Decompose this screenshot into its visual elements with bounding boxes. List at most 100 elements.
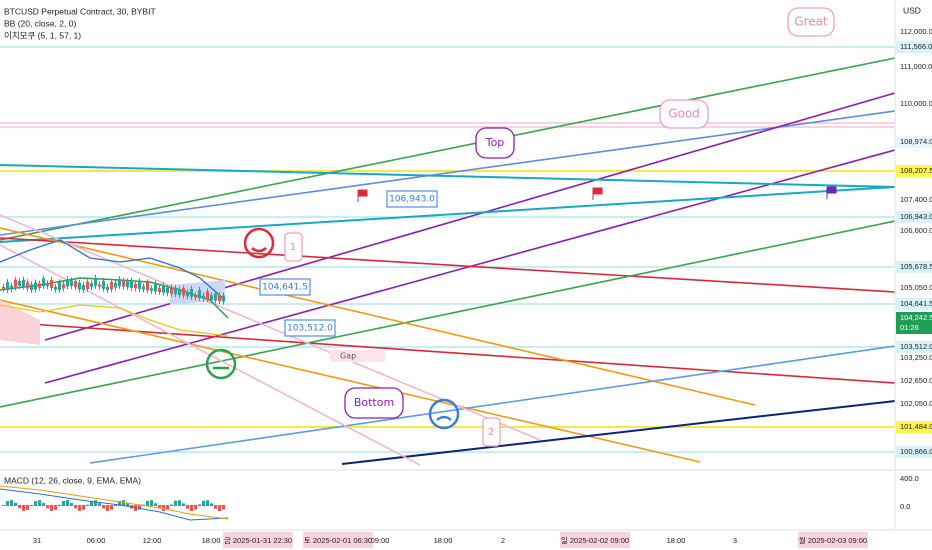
macd-bar	[102, 505, 105, 509]
price-label: 106,943.0	[900, 212, 932, 221]
time-label: 18:00	[667, 536, 686, 545]
bb-lower	[0, 304, 229, 337]
candle	[10, 285, 13, 290]
price-label: 111,000.0	[900, 62, 932, 71]
macd-bar	[62, 500, 65, 506]
candle	[146, 282, 149, 291]
price-label-bg	[896, 211, 932, 223]
candle	[22, 279, 25, 287]
time-label: 2	[501, 536, 505, 545]
annotation: Bottom	[354, 396, 394, 409]
price-label: 108,974.0	[900, 137, 932, 146]
currency: USD	[903, 5, 921, 15]
price-label: 103,250.0	[900, 353, 932, 362]
candle	[218, 295, 221, 302]
price-label: 108,207.5	[900, 166, 932, 175]
macd-bar	[154, 503, 157, 506]
candle	[162, 285, 165, 293]
time-axis: 31 06:00 12:00 18:00 금 2025-01-31 22:30 토 202…	[33, 532, 868, 548]
macd-bar	[78, 505, 81, 511]
macd-bar	[186, 505, 189, 509]
candle	[70, 280, 73, 286]
candle	[106, 286, 109, 291]
price-label: 104,641.5	[900, 299, 932, 308]
candle	[130, 280, 133, 288]
price-label: 103,512.0	[900, 342, 932, 351]
price-axis: 112,000.0 111,566.0 111,000.0 110,000.0 108,…	[896, 27, 932, 511]
candle	[210, 295, 213, 300]
time-label: 31	[33, 536, 41, 545]
candle	[134, 283, 137, 289]
price-label: 106,600.0	[900, 226, 932, 235]
bubbles	[259, 7, 835, 447]
macd-bar	[26, 505, 29, 510]
macd-bar	[50, 505, 53, 511]
macd-bar	[158, 505, 161, 509]
macd-bar	[106, 505, 109, 511]
macd-bar	[42, 502, 45, 506]
macd-bar	[166, 505, 169, 510]
macd-bar	[22, 505, 25, 511]
candle	[82, 284, 85, 291]
macd-bar	[14, 502, 17, 506]
smileys	[205, 227, 460, 430]
candle	[154, 283, 157, 292]
candle	[222, 295, 225, 302]
price-label-bg	[896, 165, 932, 177]
macd-bar	[222, 505, 225, 510]
candle	[178, 289, 181, 296]
candle	[110, 281, 113, 290]
time-label-bg	[303, 532, 373, 548]
annotation-texts: Great Good Top Bottom 106,943.0 104,641.…	[262, 15, 828, 439]
price-label: 105,050.0	[900, 283, 932, 292]
candle	[42, 278, 45, 287]
candle	[122, 280, 125, 287]
price-label-bg	[896, 298, 932, 310]
macd-bar	[178, 500, 181, 506]
candle	[30, 284, 33, 290]
time-label-bg	[798, 532, 868, 548]
bb-upper	[0, 239, 226, 301]
price-label-bg	[896, 341, 932, 353]
macd-bar	[98, 503, 101, 506]
candle	[58, 282, 61, 290]
candle	[206, 291, 209, 300]
candle	[14, 279, 17, 288]
candle	[114, 282, 117, 288]
macd-axis-label: 400.0	[900, 474, 919, 483]
price-label: 105,678.5	[900, 262, 932, 271]
annotation: 104,641.5	[262, 283, 308, 293]
signal-line	[0, 485, 229, 520]
time-label: 월 2025-02-03 09:00	[799, 535, 867, 545]
macd-bar	[90, 500, 93, 506]
macd-bar	[162, 505, 165, 511]
candle	[102, 280, 105, 289]
time-label: 금 2025-01-31 22:30	[224, 536, 292, 545]
price-label: 110,000.0	[900, 99, 932, 108]
time-label: 18:00	[202, 536, 221, 545]
price-label-bg	[896, 322, 932, 334]
candle	[202, 295, 205, 299]
macd-bar	[94, 500, 97, 506]
annotation: Gap	[340, 352, 356, 361]
macd-bar	[138, 505, 141, 510]
candle	[46, 283, 49, 287]
macd-bar	[122, 500, 125, 506]
time-label: 12:00	[143, 536, 162, 545]
macd-bar	[6, 501, 9, 506]
annotation: 106,943.0	[389, 195, 435, 205]
annotation: Good	[668, 107, 700, 121]
time-label-bg	[223, 532, 293, 548]
candle	[86, 281, 89, 289]
time-label: 09:00	[371, 536, 390, 545]
symbol-title: BTCUSD Perpetual Contract, 30, BYBIT	[4, 6, 156, 16]
macd-bar	[46, 505, 49, 509]
price-label-bg	[896, 421, 932, 433]
macd-bar	[118, 500, 121, 506]
annotation: 2	[488, 427, 494, 438]
macd-bar	[194, 505, 197, 510]
macd-bar	[174, 500, 177, 506]
candle	[66, 279, 69, 287]
macd-bar	[150, 500, 153, 506]
price-label-bg	[896, 446, 932, 458]
